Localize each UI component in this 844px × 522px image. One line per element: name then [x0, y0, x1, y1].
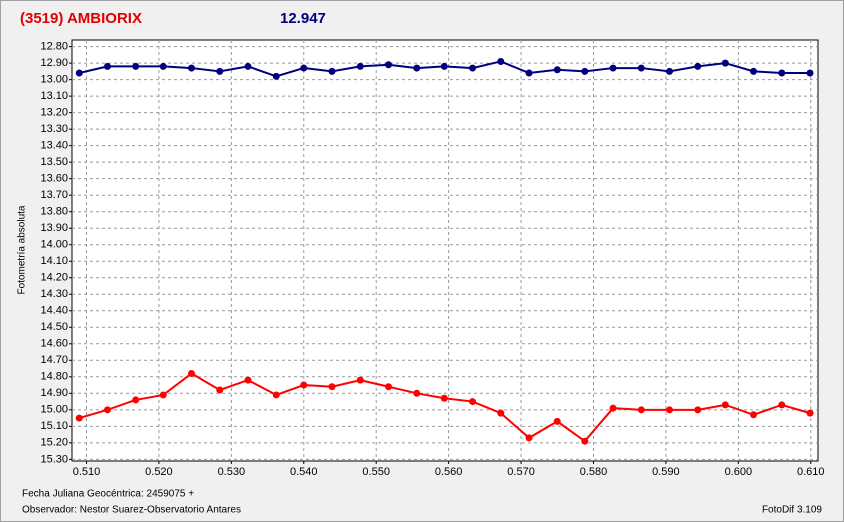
point: [666, 406, 674, 414]
point: [328, 67, 336, 75]
point: [244, 376, 252, 384]
point: [469, 64, 477, 72]
y-tick-label: 13.60: [40, 173, 68, 185]
point: [750, 411, 758, 419]
point: [103, 62, 111, 70]
point: [525, 434, 533, 442]
x-tick-label: 0.550: [362, 466, 390, 478]
point: [385, 61, 393, 69]
point: [694, 62, 702, 70]
point: [497, 57, 505, 65]
y-tick-label: 13.30: [40, 123, 68, 135]
point: [300, 381, 308, 389]
y-tick-label: 14.60: [40, 338, 68, 350]
y-tick-label: 13.90: [40, 222, 68, 234]
point: [132, 396, 140, 404]
y-tick-label: 14.10: [40, 255, 68, 267]
point: [637, 406, 645, 414]
point: [581, 437, 589, 445]
plot-area: [71, 39, 819, 462]
footer-observer: Observador: Nestor Suarez-Observatorio A…: [22, 505, 241, 516]
footer-date: Fecha Juliana Geocéntrica: 2459075 +: [22, 489, 194, 500]
point: [385, 383, 393, 391]
y-tick-label: 14.50: [40, 321, 68, 333]
y-tick-label: 15.30: [40, 453, 68, 465]
point: [525, 69, 533, 77]
point: [413, 389, 421, 397]
point: [272, 72, 280, 80]
point: [440, 62, 448, 70]
point: [159, 62, 167, 70]
y-tick-label: 12.80: [40, 41, 68, 53]
point: [244, 62, 252, 70]
y-tick-label: 13.80: [40, 206, 68, 218]
point: [666, 67, 674, 75]
y-tick-label: 14.90: [40, 387, 68, 399]
x-tick-label: 0.560: [435, 466, 463, 478]
x-tick-label: 0.570: [507, 466, 535, 478]
point: [581, 67, 589, 75]
point: [103, 406, 111, 414]
y-tick-label: 13.00: [40, 74, 68, 86]
point: [216, 67, 224, 75]
point: [75, 69, 83, 77]
point: [356, 62, 364, 70]
y-tick-label: 13.20: [40, 107, 68, 119]
point: [469, 398, 477, 406]
y-axis-label: Fotometría absoluta: [17, 205, 28, 294]
x-tick-label: 0.590: [652, 466, 680, 478]
point: [272, 391, 280, 399]
y-tick-label: 13.70: [40, 189, 68, 201]
point: [637, 64, 645, 72]
x-tick-label: 0.540: [290, 466, 318, 478]
chart-title: (3519) AMBIORIX: [20, 10, 142, 27]
x-tick-label: 0.520: [145, 466, 173, 478]
point: [413, 64, 421, 72]
chart-subtitle: 12.947: [280, 10, 326, 27]
point: [75, 414, 83, 422]
y-tick-label: 15.20: [40, 437, 68, 449]
point: [806, 69, 814, 77]
point: [609, 64, 617, 72]
point: [300, 64, 308, 72]
y-tick-label: 14.30: [40, 288, 68, 300]
x-tick-label: 0.600: [725, 466, 753, 478]
y-tick-label: 13.10: [40, 90, 68, 102]
point: [356, 376, 364, 384]
x-tick-label: 0.510: [73, 466, 101, 478]
point: [778, 69, 786, 77]
x-tick-label: 0.580: [580, 466, 608, 478]
point: [694, 406, 702, 414]
point: [609, 404, 617, 412]
point: [188, 369, 196, 377]
y-tick-label: 14.70: [40, 354, 68, 366]
point: [750, 67, 758, 75]
y-tick-label: 12.90: [40, 57, 68, 69]
x-tick-label: 0.610: [797, 466, 825, 478]
point: [132, 62, 140, 70]
y-tick-label: 13.40: [40, 140, 68, 152]
point: [440, 394, 448, 402]
point: [188, 64, 196, 72]
point: [553, 66, 561, 74]
y-tick-label: 15.10: [40, 420, 68, 432]
point: [497, 409, 505, 417]
point: [778, 401, 786, 409]
point: [553, 417, 561, 425]
footer-version: FotoDif 3.109: [762, 505, 822, 516]
point: [721, 401, 729, 409]
y-tick-label: 15.00: [40, 404, 68, 416]
y-tick-label: 14.40: [40, 305, 68, 317]
point: [721, 59, 729, 67]
y-tick-label: 14.80: [40, 371, 68, 383]
point: [328, 383, 336, 391]
y-tick-label: 14.00: [40, 239, 68, 251]
point: [216, 386, 224, 394]
y-tick-label: 13.50: [40, 156, 68, 168]
y-tick-label: 14.20: [40, 272, 68, 284]
x-tick-label: 0.530: [218, 466, 246, 478]
point: [806, 409, 814, 417]
point: [159, 391, 167, 399]
